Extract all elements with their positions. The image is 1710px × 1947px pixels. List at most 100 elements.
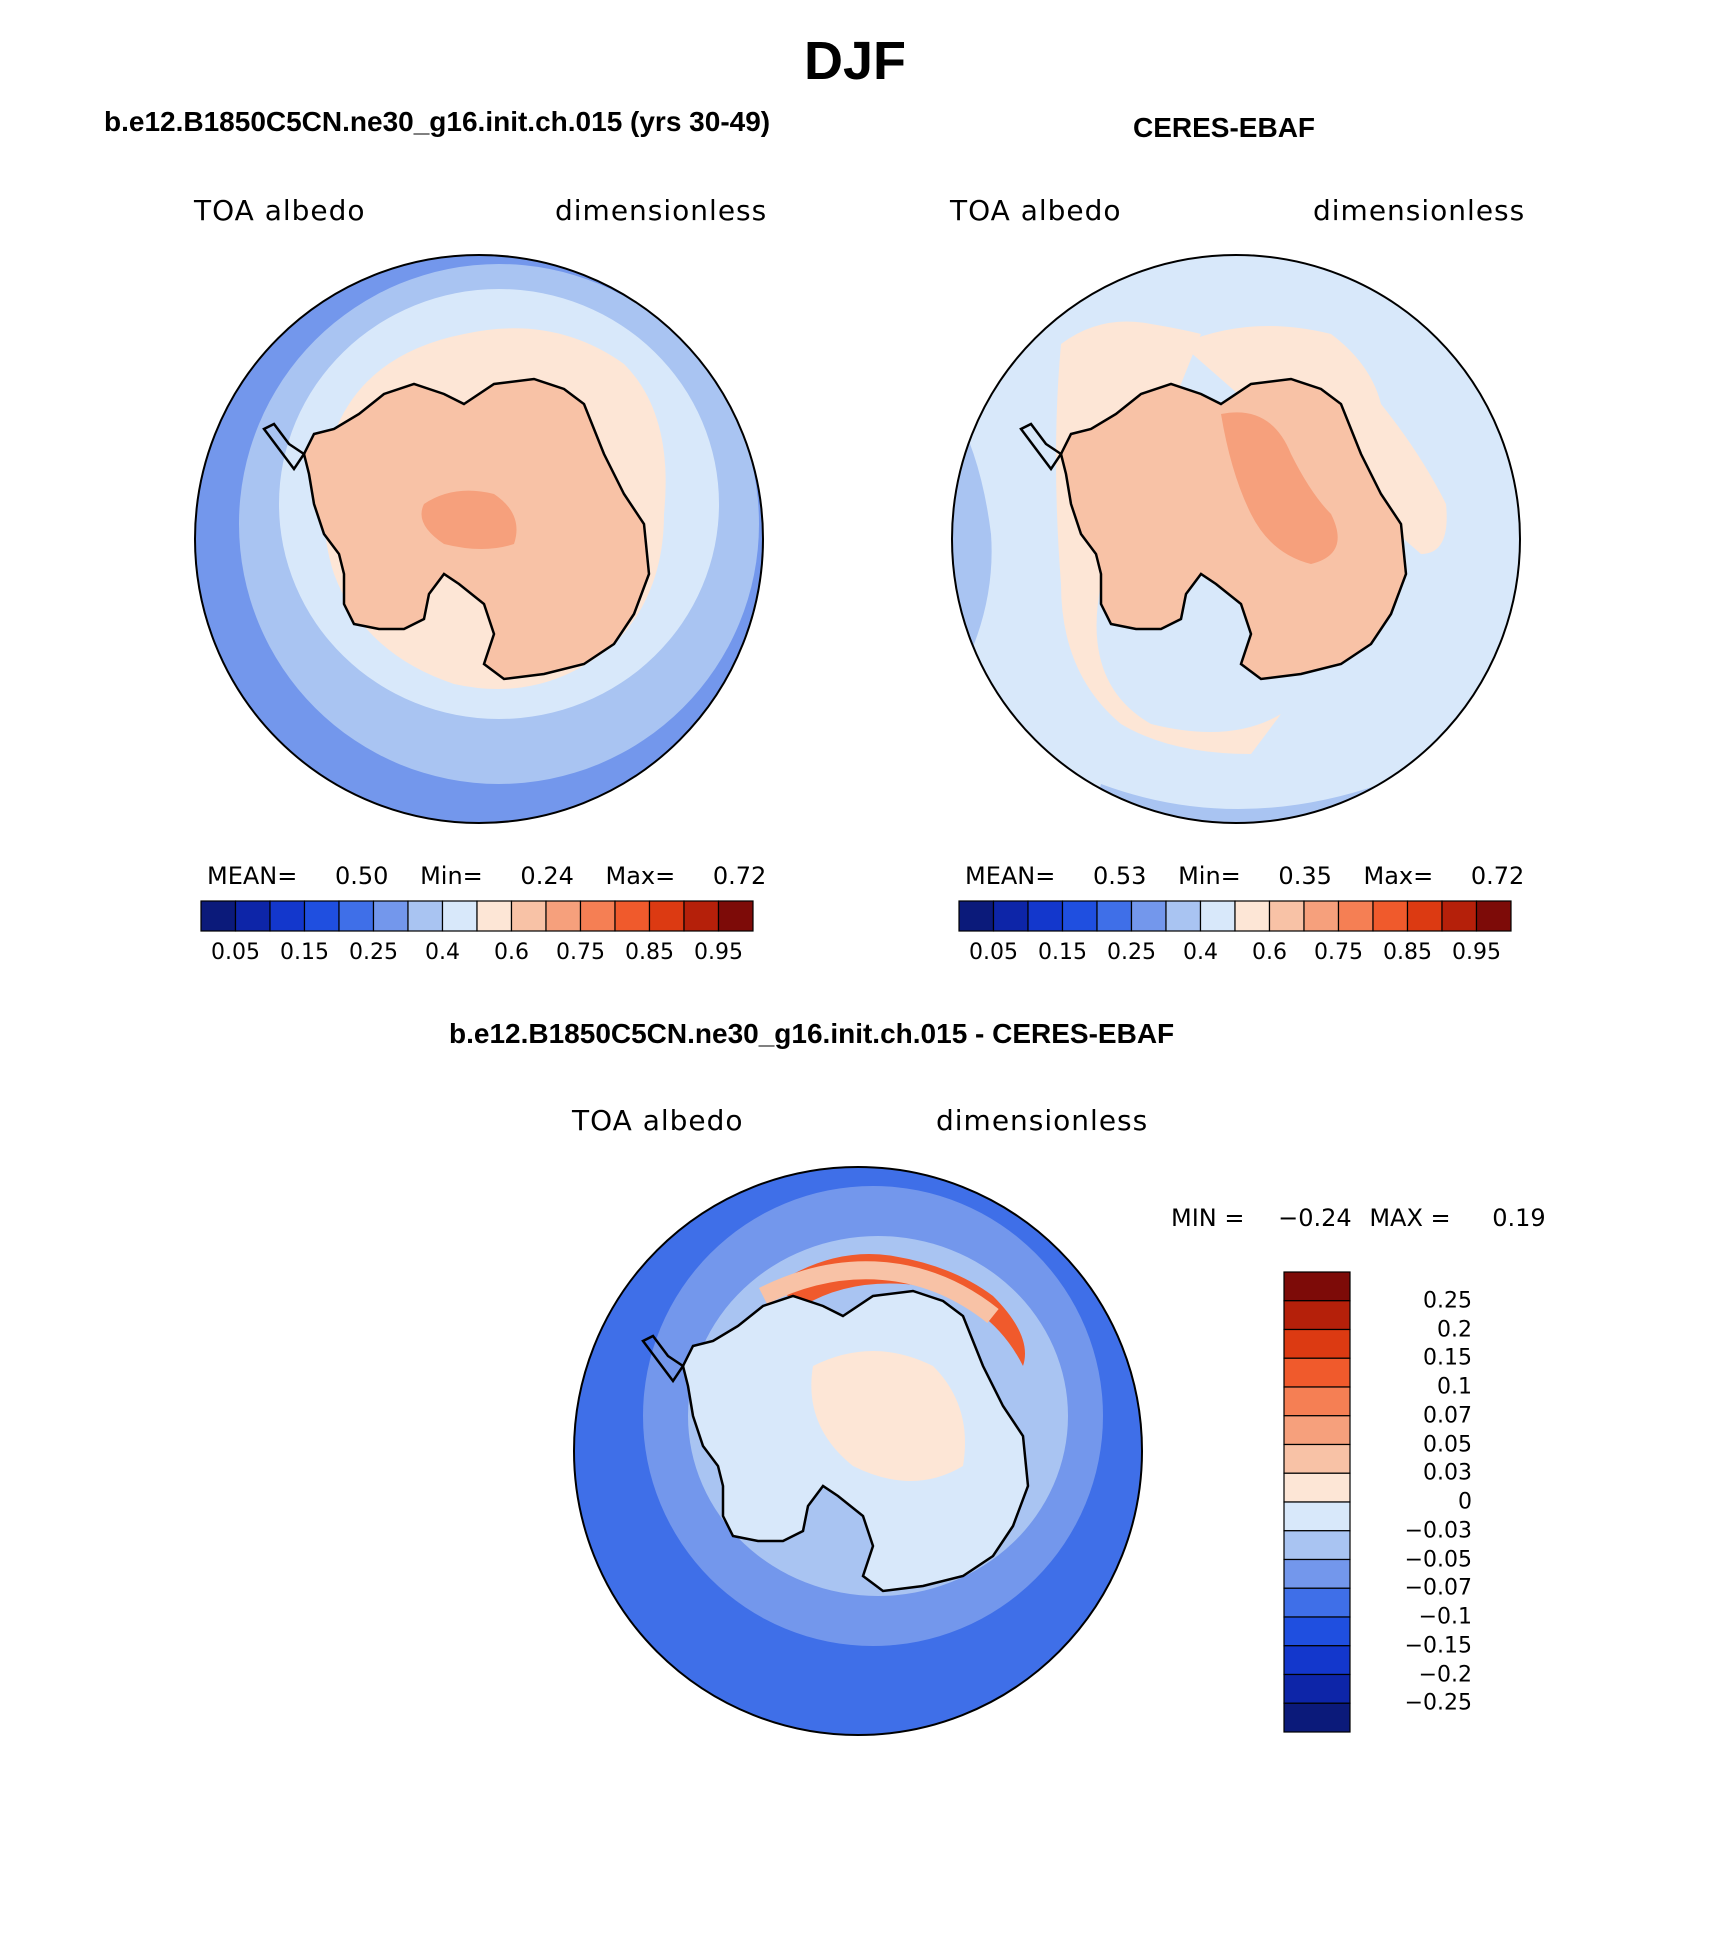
colorbar-tick-label: −0.2	[1418, 1662, 1472, 1687]
colorbar-tick-label: 0.03	[1423, 1460, 1472, 1486]
polar-map-diff	[573, 1166, 1143, 1736]
colorbar-tick-label: 0.95	[694, 940, 743, 965]
colorbar-tick-label: 0.15	[280, 940, 329, 965]
mean-value: 0.50	[335, 862, 389, 890]
colorbar-swatch	[1027, 900, 1064, 932]
colorbar-obs	[958, 900, 1512, 932]
mean-value: 0.53	[1093, 862, 1147, 890]
colorbar-tick-label: 0.05	[969, 940, 1018, 965]
variable-label-diff: TOA albedo	[572, 1104, 744, 1137]
colorbar-swatch	[1283, 1386, 1351, 1417]
min-label: Min=	[1178, 862, 1241, 890]
colorbar-swatch	[1165, 900, 1202, 932]
colorbar-swatch	[1283, 1673, 1351, 1704]
colorbar-swatch	[958, 900, 995, 932]
max-label: Max=	[605, 862, 676, 890]
colorbar-tick-label: 0.85	[625, 940, 674, 965]
high-albedo-patch	[421, 490, 517, 549]
mean-label: MEAN=	[965, 862, 1056, 890]
min-label: Min=	[420, 862, 483, 890]
colorbar-swatch	[1303, 900, 1340, 932]
colorbar-swatch	[441, 900, 478, 932]
map-border	[573, 1166, 1143, 1736]
panel-title-diff: b.e12.B1850C5CN.ne30_g16.init.ch.015 - C…	[449, 1018, 1175, 1049]
colorbar-swatch	[200, 900, 237, 932]
colorbar-model	[200, 900, 754, 932]
colorbar-tick-label: 0.85	[1383, 940, 1432, 965]
colorbar-tick-label: −0.03	[1404, 1518, 1472, 1544]
colorbar-swatch	[372, 900, 409, 932]
colorbar-swatch	[1283, 1645, 1351, 1676]
max-value: 0.19	[1492, 1204, 1546, 1232]
colorbar-swatch	[1283, 1357, 1351, 1388]
colorbar-tick-label: 0.15	[1423, 1345, 1472, 1371]
polar-map-obs	[951, 254, 1521, 824]
peninsula-coast	[262, 422, 306, 472]
colorbar-tick-label: 0.75	[556, 940, 605, 965]
colorbar-swatch	[1096, 900, 1133, 932]
colorbar-ticks-model: 0.05 0.15 0.25 0.4 0.6 0.75 0.85 0.95	[201, 940, 753, 970]
stats-diff: MIN = −0.24 MAX = 0.19	[1171, 1204, 1546, 1232]
colorbar-tick-label: −0.25	[1404, 1690, 1472, 1716]
min-value: −0.24	[1278, 1204, 1352, 1232]
land-weak-positive	[811, 1351, 965, 1481]
colorbar-swatch	[338, 900, 375, 932]
colorbar-swatch	[648, 900, 685, 932]
min-label: MIN =	[1171, 1204, 1245, 1232]
colorbar-swatch	[407, 900, 444, 932]
variable-label-obs: TOA albedo	[950, 194, 1122, 227]
colorbar-swatch	[1283, 1300, 1351, 1331]
colorbar-swatch	[1283, 1328, 1351, 1359]
colorbar-swatch	[1337, 900, 1374, 932]
peninsula-coast	[1019, 422, 1063, 472]
colorbar-swatch	[1234, 900, 1271, 932]
colorbar-swatch	[1283, 1587, 1351, 1618]
colorbar-swatch	[579, 900, 616, 932]
high-albedo-patch	[1221, 412, 1338, 564]
colorbar-diff	[1283, 1271, 1351, 1733]
colorbar-swatch	[1283, 1616, 1351, 1647]
max-label: MAX =	[1369, 1204, 1451, 1232]
mean-label: MEAN=	[207, 862, 298, 890]
colorbar-tick-label: 0.95	[1452, 940, 1501, 965]
colorbar-swatch	[1406, 900, 1443, 932]
colorbar-swatch	[1199, 900, 1236, 932]
min-value: 0.35	[1278, 862, 1332, 890]
colorbar-swatch	[1283, 1530, 1351, 1561]
colorbar-swatch	[1283, 1271, 1351, 1302]
panel-title-model: b.e12.B1850C5CN.ne30_g16.init.ch.015 (yr…	[104, 106, 771, 137]
colorbar-tick-label: −0.05	[1404, 1547, 1472, 1572]
colorbar-swatch	[476, 900, 513, 932]
units-label-obs: dimensionless	[1313, 194, 1526, 227]
antarctica-land	[1059, 377, 1408, 681]
colorbar-swatch	[269, 900, 306, 932]
colorbar-swatch	[614, 900, 651, 932]
colorbar-tick-label: 0.25	[1107, 940, 1156, 965]
colorbar-tick-label: −0.15	[1404, 1633, 1472, 1659]
stats-obs: MEAN= 0.53 Min= 0.35 Max= 0.72	[965, 862, 1524, 890]
positive-anomaly-band	[773, 1254, 1025, 1366]
colorbar-swatch	[683, 900, 720, 932]
colorbar-tick-label: 0	[1458, 1489, 1472, 1515]
stats-model: MEAN= 0.50 Min= 0.24 Max= 0.72	[207, 862, 766, 890]
colorbar-ticks-obs: 0.05 0.15 0.25 0.4 0.6 0.75 0.85 0.95	[959, 940, 1511, 970]
colorbar-swatch	[1283, 1501, 1351, 1532]
colorbar-swatch	[1268, 900, 1305, 932]
max-value: 0.72	[712, 862, 767, 890]
colorbar-swatch	[1283, 1415, 1351, 1446]
colorbar-tick-label: 0.25	[349, 940, 398, 965]
colorbar-tick-label: 0.4	[425, 940, 460, 965]
colorbar-tick-label: 0.05	[1423, 1432, 1472, 1457]
colorbar-swatch	[545, 900, 582, 932]
panel-title-obs: CERES-EBAF	[1133, 112, 1316, 143]
colorbar-swatch	[1061, 900, 1098, 932]
colorbar-swatch	[1130, 900, 1167, 932]
colorbar-swatch	[1475, 900, 1512, 932]
colorbar-swatch	[1441, 900, 1478, 932]
colorbar-tick-label: −0.07	[1404, 1575, 1472, 1601]
colorbar-swatch	[510, 900, 547, 932]
ocean-darker-west	[952, 404, 992, 674]
map-border	[951, 254, 1521, 824]
colorbar-tick-label: −0.1	[1418, 1604, 1472, 1630]
colorbar-tick-label: 0.75	[1314, 940, 1363, 965]
